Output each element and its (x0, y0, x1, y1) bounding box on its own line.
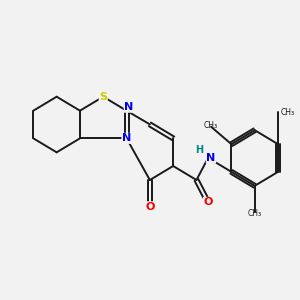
Text: O: O (145, 202, 154, 212)
Text: CH₃: CH₃ (280, 108, 295, 117)
Text: N: N (122, 134, 131, 143)
Text: N: N (206, 153, 216, 163)
Text: S: S (99, 92, 107, 102)
Text: N: N (124, 102, 134, 112)
Text: CH₃: CH₃ (248, 209, 262, 218)
Text: CH₃: CH₃ (204, 121, 218, 130)
Text: H: H (195, 145, 203, 155)
Text: O: O (203, 197, 213, 207)
